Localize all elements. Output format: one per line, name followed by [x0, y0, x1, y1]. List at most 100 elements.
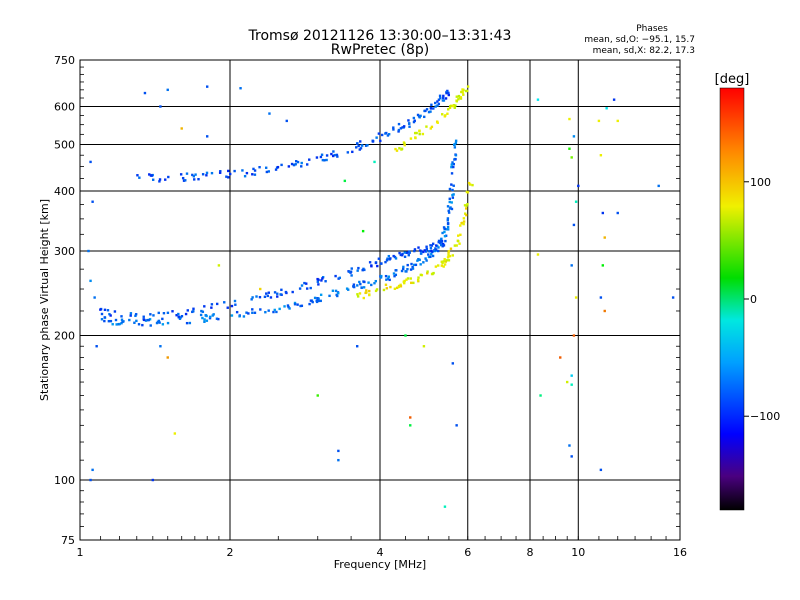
trace-point [434, 265, 438, 268]
trace-point [225, 175, 228, 178]
trace-point [347, 288, 350, 291]
trace-point [389, 285, 392, 289]
trace-point [186, 309, 189, 312]
trace-point [334, 289, 338, 293]
trace-point [440, 240, 443, 243]
scatter-point [572, 135, 576, 138]
trace-point [129, 312, 133, 315]
scatter-point [409, 424, 412, 427]
trace-point [99, 308, 102, 311]
trace-point [386, 257, 389, 260]
trace-point [428, 250, 431, 253]
trace-point [374, 279, 377, 283]
trace-point [219, 170, 222, 173]
trace-point [370, 265, 373, 268]
trace-point [299, 304, 302, 308]
trace-point [315, 300, 319, 304]
trace-point [287, 305, 290, 309]
trace-point [430, 249, 433, 253]
x-tick-label: 10 [571, 546, 585, 559]
trace-point [149, 324, 152, 327]
trace-point [319, 155, 323, 159]
trace-point [397, 128, 401, 132]
trace-point [429, 107, 433, 110]
trace-point [294, 160, 298, 163]
trace-point [305, 163, 309, 166]
trace-point [348, 270, 351, 274]
trace-point [409, 277, 412, 280]
scatter-point [559, 356, 562, 359]
scatter-point [343, 179, 347, 183]
trace-point [400, 148, 403, 151]
scatter-point [599, 154, 603, 157]
trace-point [280, 163, 283, 167]
scatter-point [616, 211, 619, 215]
y-tick-label: 200 [54, 330, 75, 343]
trace-point [468, 183, 472, 186]
trace-point [450, 165, 453, 169]
trace-point [417, 246, 420, 249]
trace-point [142, 315, 145, 318]
trace-point [133, 321, 136, 324]
trace-point [363, 280, 366, 284]
trace-point [445, 91, 448, 95]
trace-point [416, 259, 419, 262]
trace-point [364, 144, 368, 147]
scatter-point [536, 98, 540, 101]
trace-point [397, 122, 401, 126]
trace-point [437, 246, 440, 249]
trace-point [308, 302, 311, 306]
trace-point [465, 213, 468, 217]
scatter-point [422, 345, 426, 348]
trace-point [148, 318, 152, 321]
scatter-point [570, 264, 573, 267]
trace-point [419, 114, 422, 118]
trace-point [407, 122, 411, 125]
trace-point [450, 201, 453, 204]
trace-point [223, 301, 226, 304]
scatter-point [93, 296, 96, 299]
trace-point [442, 99, 446, 102]
scatter-point [151, 478, 155, 482]
trace-point [328, 294, 331, 298]
scatter-point [355, 345, 359, 348]
trace-point [317, 299, 321, 303]
trace-point [362, 286, 366, 289]
trace-point [441, 113, 444, 116]
scatter-point [574, 200, 578, 203]
trace-point [267, 309, 270, 312]
trace-point [114, 318, 118, 322]
trace-point [386, 277, 390, 280]
trace-point [450, 207, 454, 211]
trace-point [439, 97, 442, 100]
scatter-point [337, 458, 340, 462]
trace-point [360, 286, 363, 289]
trace-point [417, 276, 420, 279]
trace-point [453, 106, 456, 109]
trace-point [203, 318, 206, 321]
trace-point [427, 110, 431, 114]
trace-point [226, 306, 229, 309]
trace-point [352, 283, 356, 286]
trace-point [317, 297, 320, 300]
trace-point [447, 209, 450, 213]
trace-point [425, 245, 428, 248]
trace-point [392, 128, 395, 131]
trace-point [178, 317, 182, 321]
trace-point [403, 251, 406, 254]
trace-point [423, 115, 426, 119]
trace-point [394, 273, 398, 277]
trace-point [315, 156, 319, 159]
trace-point [205, 319, 209, 322]
trace-point [384, 274, 388, 278]
trace-point [374, 261, 378, 265]
trace-point [408, 125, 411, 128]
trace-point [106, 309, 110, 312]
trace-point [251, 311, 254, 314]
trace-point [397, 130, 400, 133]
trace-point [192, 307, 195, 310]
trace-point [141, 323, 144, 327]
trace-point [387, 133, 391, 136]
trace-point [448, 200, 451, 204]
trace-point [393, 287, 397, 290]
